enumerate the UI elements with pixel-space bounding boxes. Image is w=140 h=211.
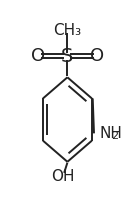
- Text: O: O: [90, 47, 104, 65]
- Text: O: O: [31, 47, 45, 65]
- Text: NH: NH: [100, 126, 123, 141]
- Text: CH₃: CH₃: [53, 23, 81, 38]
- Text: S: S: [61, 47, 74, 66]
- Text: OH: OH: [51, 169, 75, 184]
- Text: 2: 2: [111, 131, 118, 141]
